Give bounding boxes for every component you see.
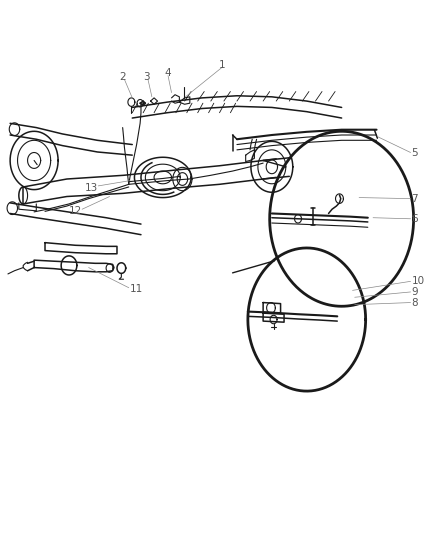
Text: 5: 5 [410, 148, 417, 158]
Text: 4: 4 [164, 68, 171, 78]
Text: 7: 7 [410, 193, 417, 204]
Text: 3: 3 [143, 71, 149, 82]
Text: 1: 1 [218, 60, 225, 70]
Text: 8: 8 [410, 297, 417, 308]
Text: 10: 10 [410, 276, 424, 286]
Text: 2: 2 [119, 71, 126, 82]
Text: 11: 11 [130, 284, 143, 294]
Text: 6: 6 [410, 214, 417, 224]
Text: 13: 13 [85, 183, 98, 193]
Text: 12: 12 [69, 206, 82, 216]
Text: 9: 9 [410, 287, 417, 297]
